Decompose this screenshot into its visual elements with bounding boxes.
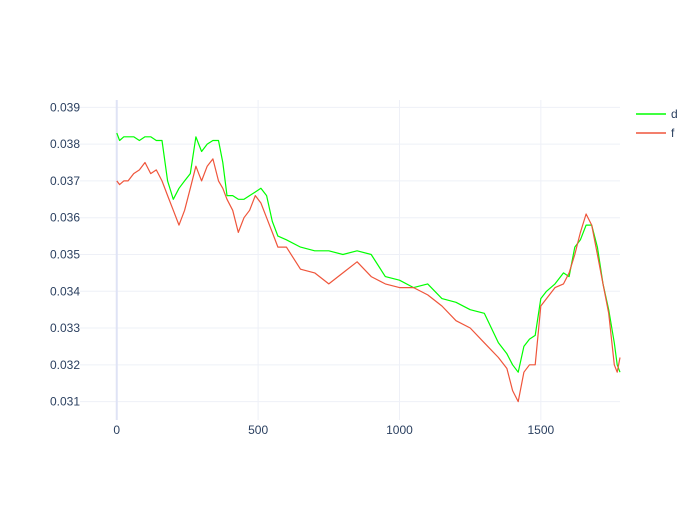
y-tick-label: 0.034 (50, 284, 80, 298)
legend-item-f[interactable]: f (636, 126, 675, 140)
x-tick-label: 1000 (386, 423, 413, 437)
series-layer (116, 132, 621, 403)
y-tick-label: 0.038 (50, 137, 80, 151)
legend[interactable]: df (636, 107, 678, 140)
legend-label: f (671, 126, 675, 140)
y-tick-label: 0.037 (50, 174, 80, 188)
x-tick-label: 1500 (527, 423, 554, 437)
y-tick-label: 0.039 (50, 100, 80, 114)
series-line-d (116, 132, 621, 373)
x-tick-label: 500 (248, 423, 268, 437)
y-axis-ticks: 0.031 0.032 0.033 0.034 0.035 0.036 0.037 0.038… (50, 100, 80, 408)
y-tick-label: 0.036 (50, 211, 80, 225)
y-tick-label: 0.032 (50, 358, 80, 372)
y-tick-label: 0.035 (50, 247, 80, 261)
x-tick-label: 0 (113, 423, 120, 437)
legend-item-d[interactable]: d (636, 107, 678, 121)
gridlines (80, 100, 620, 420)
y-tick-label: 0.033 (50, 321, 80, 335)
x-axis-ticks: 0 500 1000 1500 (113, 423, 554, 437)
y-tick-label: 0.031 (50, 395, 80, 409)
legend-label: d (671, 107, 678, 121)
series-line-f (116, 158, 621, 403)
